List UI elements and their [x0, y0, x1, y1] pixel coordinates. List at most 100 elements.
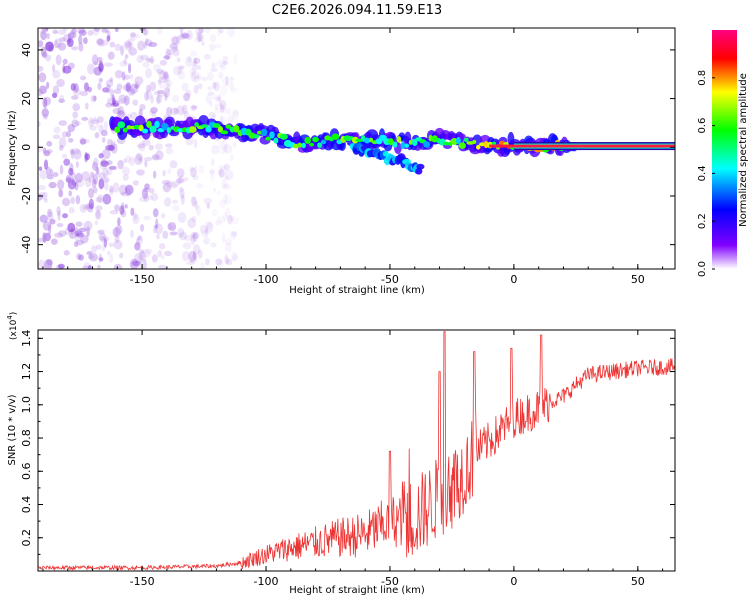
noise-speckle	[81, 171, 90, 181]
noise-speckle	[91, 54, 99, 65]
noise-speckle	[195, 28, 203, 35]
noise-speckle	[100, 160, 109, 168]
noise-speckle	[53, 38, 62, 49]
noise-speckle	[225, 207, 231, 219]
noise-speckle	[191, 196, 197, 208]
noise-speckle	[124, 54, 129, 59]
noise-speckle	[177, 70, 186, 80]
noise-speckle	[92, 173, 99, 185]
noise-speckle	[143, 28, 148, 35]
noise-speckle	[74, 230, 83, 236]
noise-speckle	[177, 227, 185, 238]
noise-speckle	[106, 97, 116, 106]
noise-speckle	[161, 73, 171, 84]
noise-speckle	[84, 138, 90, 144]
noise-speckle	[45, 28, 49, 32]
trace-core-blob	[404, 143, 410, 148]
noise-speckle	[231, 217, 239, 225]
noise-speckle	[187, 217, 197, 229]
noise-speckle	[169, 160, 178, 169]
noise-speckle	[195, 204, 201, 216]
noise-speckle	[152, 154, 160, 161]
snr-x-label: Height of straight line (km)	[289, 585, 425, 596]
trace-core-blob	[320, 139, 327, 145]
noise-speckle	[133, 212, 138, 221]
noise-speckle	[96, 56, 103, 63]
noise-speckle	[157, 79, 162, 85]
noise-speckle	[135, 34, 140, 39]
noise-speckle	[124, 184, 134, 196]
noise-speckle	[191, 70, 200, 80]
noise-speckle	[206, 222, 214, 233]
noise-speckle	[100, 129, 108, 137]
noise-speckle	[221, 178, 228, 189]
noise-speckle	[168, 182, 178, 189]
noise-speckle	[139, 103, 146, 111]
noise-speckle	[87, 254, 94, 259]
noise-speckle	[84, 153, 90, 161]
noise-speckle	[143, 259, 147, 269]
noise-speckle	[110, 88, 114, 99]
noise-speckle	[71, 119, 79, 128]
noise-speckle	[152, 170, 157, 179]
noise-speckle	[44, 198, 48, 204]
trace-core-blob	[265, 136, 271, 141]
noise-speckle	[95, 205, 103, 212]
noise-speckle	[222, 232, 226, 244]
snr-y-multiplier-base: (x10	[9, 319, 19, 340]
noise-speckle	[98, 60, 104, 72]
noise-speckle	[178, 186, 184, 193]
noise-speckle	[93, 66, 102, 76]
noise-speckle	[57, 179, 65, 190]
noise-speckle	[105, 144, 114, 151]
noise-speckle	[143, 215, 151, 221]
noise-speckle	[100, 158, 107, 167]
noise-speckle	[75, 194, 81, 205]
noise-speckle	[109, 210, 119, 215]
noise-speckle	[52, 29, 59, 35]
noise-speckle	[59, 37, 66, 42]
noise-speckle	[168, 223, 172, 230]
trace-core-blob	[200, 124, 209, 128]
noise-speckle	[95, 166, 99, 175]
noise-speckle	[108, 165, 117, 170]
noise-speckle	[193, 244, 201, 255]
noise-speckle	[206, 203, 210, 209]
noise-speckle	[97, 264, 101, 269]
noise-speckle	[102, 136, 106, 143]
noise-speckle	[106, 83, 111, 94]
noise-speckle	[203, 197, 213, 205]
noise-speckle	[164, 91, 168, 102]
noise-speckle	[177, 66, 184, 75]
noise-speckle	[71, 178, 77, 186]
noise-speckle	[182, 104, 188, 115]
noise-speckle	[61, 131, 68, 138]
noise-speckle	[38, 121, 41, 128]
noise-speckle	[105, 169, 113, 176]
noise-speckle	[138, 141, 146, 152]
trace-core-blob	[324, 135, 331, 141]
noise-speckle	[107, 51, 115, 60]
noise-speckle	[68, 137, 74, 143]
noise-speckle	[192, 232, 198, 243]
noise-speckle	[228, 81, 235, 90]
noise-speckle	[91, 245, 98, 253]
noise-speckle	[94, 210, 102, 220]
noise-speckle	[131, 260, 141, 267]
spectrogram-y-axis: -40 -20 0 20 40	[20, 43, 675, 254]
noise-speckle	[183, 110, 190, 119]
noise-speckle	[218, 164, 223, 176]
noise-speckle	[198, 164, 205, 174]
noise-speckle	[153, 224, 158, 229]
noise-speckle	[132, 214, 140, 225]
noise-speckle	[134, 81, 139, 89]
noise-speckle	[142, 187, 151, 193]
noise-speckle	[157, 28, 163, 35]
noise-speckle	[162, 230, 169, 239]
noise-speckle	[106, 35, 111, 42]
noise-speckle	[79, 136, 86, 145]
noise-speckle	[143, 41, 147, 50]
noise-speckle	[156, 233, 160, 240]
y-tick-label: 1.2	[20, 363, 33, 381]
noise-speckle	[38, 184, 46, 191]
